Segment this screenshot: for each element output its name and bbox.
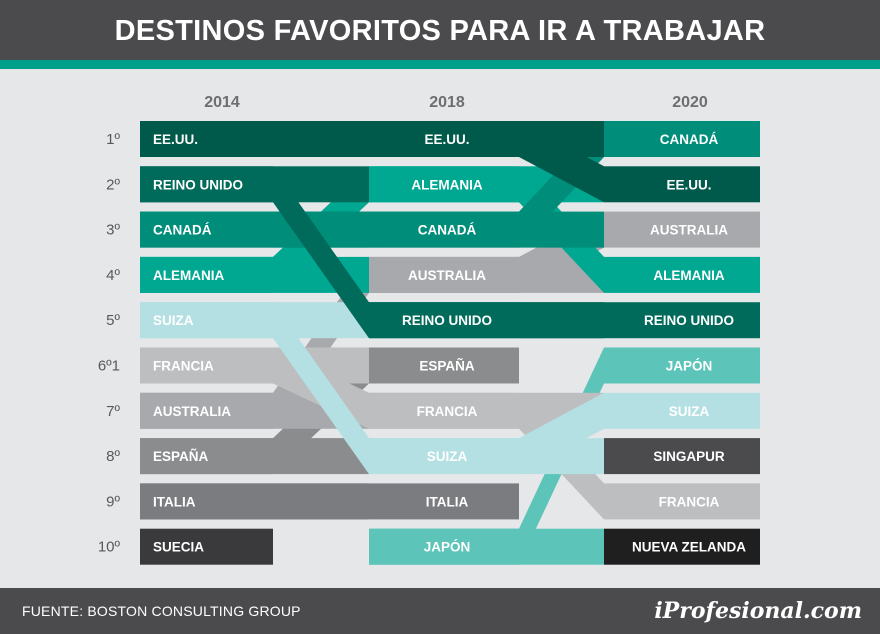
- band-reino-unido: [140, 166, 760, 339]
- label-japon-2018: JAPÓN: [424, 540, 471, 555]
- band-suiza-seg-3: [604, 392, 760, 429]
- label-japon-2020: JAPÓN: [666, 359, 713, 374]
- band-suiza-cap-2: [369, 438, 519, 475]
- rank-labels: 1º 2º 3º 4º 5º 6º1 7º 8º 9º 10º: [98, 131, 121, 556]
- label-nueva-zelanda-2020: NUEVA ZELANDA: [632, 540, 746, 555]
- band-ee-uu-cap-2: [369, 121, 519, 157]
- band-singapur-seg-3: [604, 438, 760, 475]
- band-canada-cap-2: [369, 211, 519, 248]
- label-canada-2014: CANADÁ: [153, 223, 212, 238]
- label-alemania-2018: ALEMANIA: [411, 177, 482, 192]
- bump-chart: 2014 2018 2020 1º 2º 3º 4º 5º 6º1 7º 8º 9º 10º EE.U…: [98, 94, 760, 565]
- band-japon-cap-2: [369, 528, 519, 565]
- band-alemania-cap-2: [369, 166, 519, 203]
- label-australia-2020: AUSTRALIA: [650, 223, 728, 238]
- label-singapur-2020: SINGAPUR: [653, 449, 725, 464]
- label-ee-uu-2014: EE.UU.: [153, 132, 198, 147]
- rank-label-2: 2º: [106, 176, 120, 193]
- band-reino-unido-link-2: [519, 302, 604, 339]
- band-italia-link-1: [273, 483, 369, 520]
- source-text: FUENTE: BOSTON CONSULTING GROUP: [22, 603, 301, 619]
- label-reino-unido-2020: REINO UNIDO: [644, 313, 734, 328]
- rank-label-10: 10º: [98, 539, 121, 556]
- label-australia-2014: AUSTRALIA: [153, 404, 231, 419]
- brand-logo: iProfesional.com: [654, 598, 862, 624]
- label-italia-2014: ITALIA: [153, 494, 196, 509]
- rank-label-6: 6º1: [98, 358, 120, 375]
- country-labels: EE.UU. EE.UU. EE.UU. REINO UNIDO REINO UNIDO…: [153, 132, 746, 555]
- label-reino-unido-2014: REINO UNIDO: [153, 177, 243, 192]
- label-francia-2014: FRANCIA: [153, 359, 214, 374]
- label-australia-2018: AUSTRALIA: [408, 268, 486, 283]
- label-italia-2018: ITALIA: [426, 494, 469, 509]
- chart-title: DESTINOS FAVORITOS PARA IR A TRABAJAR: [114, 15, 766, 47]
- band-suecia: [140, 528, 273, 565]
- band-suiza: [140, 302, 760, 475]
- label-suecia-2014: SUECIA: [153, 540, 204, 555]
- year-2018: 2018: [429, 94, 465, 111]
- band-suiza-link-1: [273, 302, 369, 475]
- label-ee-uu-2020: EE.UU.: [666, 177, 711, 192]
- rank-label-8: 8º: [106, 448, 120, 465]
- band-australia-seg-3: [604, 211, 760, 248]
- band-singapur: [604, 438, 760, 475]
- footer-bar: FUENTE: BOSTON CONSULTING GROUP iProfesi…: [0, 588, 880, 634]
- band-alemania-seg-3: [604, 256, 760, 293]
- header-bar: [0, 0, 880, 60]
- band-francia-cap-2: [369, 392, 519, 429]
- label-alemania-2014: ALEMANIA: [153, 268, 224, 283]
- label-suiza-2020: SUIZA: [669, 404, 710, 419]
- rank-label-1: 1º: [106, 131, 120, 148]
- band-ee-uu-seg-3: [604, 166, 760, 203]
- band-ee-uu-link-2: [519, 121, 604, 203]
- label-espana-2014: ESPAÑA: [153, 449, 209, 464]
- label-suiza-2018: SUIZA: [427, 449, 468, 464]
- rank-label-7: 7º: [106, 403, 120, 420]
- year-headers: 2014 2018 2020: [204, 94, 708, 111]
- band-reino-unido-cap-1: [140, 166, 273, 203]
- band-espana-seg-2: [369, 347, 519, 384]
- band-reino-unido-seg-3: [604, 302, 760, 339]
- band-canada-seg-3: [604, 121, 760, 157]
- rank-label-4: 4º: [106, 267, 120, 284]
- band-reino-unido-cap-2: [369, 302, 519, 339]
- band-ee-uu-cap-1: [140, 121, 273, 157]
- band-italia-seg-2: [369, 483, 519, 520]
- band-ee-uu-link-1: [273, 121, 369, 157]
- rank-label-9: 9º: [106, 493, 120, 510]
- label-suiza-2014: SUIZA: [153, 313, 194, 328]
- band-italia: [140, 483, 519, 520]
- band-francia-cap-1: [140, 347, 273, 384]
- band-suiza-cap-1: [140, 302, 273, 339]
- year-2014: 2014: [204, 94, 240, 111]
- label-reino-unido-2018: REINO UNIDO: [402, 313, 492, 328]
- band-nueva-zelanda-seg-3: [604, 528, 760, 565]
- band-reino-unido-link-1: [273, 166, 369, 339]
- band-alemania-cap-1: [140, 256, 273, 293]
- label-francia-2018: FRANCIA: [417, 404, 478, 419]
- band-canada-cap-1: [140, 211, 273, 248]
- label-canada-2018: CANADÁ: [418, 223, 477, 238]
- band-ee-uu: [140, 121, 760, 203]
- country-bands: [140, 121, 760, 565]
- label-ee-uu-2018: EE.UU.: [424, 132, 469, 147]
- rank-label-3: 3º: [106, 222, 120, 239]
- band-italia-cap-1: [140, 483, 273, 520]
- label-espana-2018: ESPAÑA: [419, 359, 475, 374]
- band-nueva-zelanda: [604, 528, 760, 565]
- band-francia-seg-3: [604, 483, 760, 520]
- band-japon-seg-3: [604, 347, 760, 384]
- band-canada: [140, 121, 760, 248]
- band-espana-cap-1: [140, 438, 273, 475]
- accent-band: [0, 60, 880, 69]
- band-australia-cap-2: [369, 256, 519, 293]
- band-australia-cap-1: [140, 392, 273, 429]
- rank-label-5: 5º: [106, 312, 120, 329]
- label-alemania-2020: ALEMANIA: [653, 268, 724, 283]
- label-francia-2020: FRANCIA: [659, 494, 720, 509]
- band-suiza-link-2: [519, 392, 604, 475]
- label-canada-2020: CANADÁ: [660, 132, 719, 147]
- band-suecia-seg-1: [140, 528, 273, 565]
- year-2020: 2020: [672, 94, 708, 111]
